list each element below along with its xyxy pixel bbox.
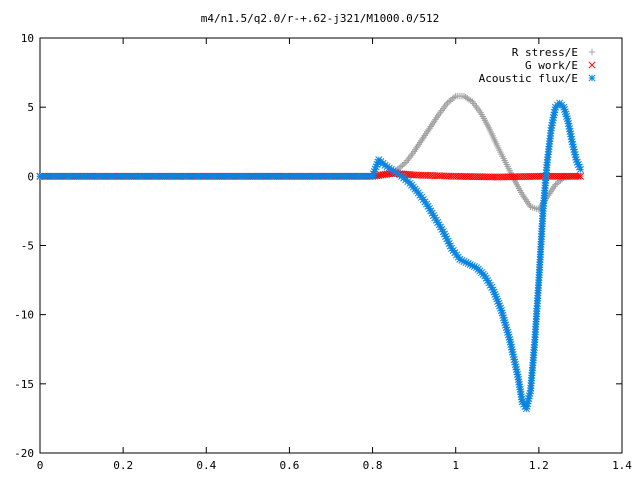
- legend-label: Acoustic flux/E: [479, 72, 578, 85]
- data-point: [449, 95, 456, 103]
- y-tick-label: -10: [14, 309, 34, 322]
- x-tick-label: 0: [37, 459, 44, 472]
- x-tick-label: 0.4: [196, 459, 216, 472]
- y-tick-label: 0: [27, 170, 34, 183]
- x-tick-label: 1.2: [529, 459, 549, 472]
- series-2: [36, 99, 584, 413]
- series-layer: [36, 92, 584, 413]
- legend-marker: [588, 48, 596, 56]
- y-tick-label: 5: [27, 101, 34, 114]
- data-point: [576, 165, 584, 173]
- legend-label: G work/E: [525, 59, 578, 72]
- data-point: [400, 160, 408, 168]
- y-tick-label: 10: [21, 32, 34, 45]
- legend-label: R stress/E: [512, 46, 578, 59]
- plot-frame: [39, 37, 623, 454]
- legend-marker: [588, 61, 596, 69]
- data-point: [576, 172, 584, 180]
- x-tick-label: 1: [452, 459, 459, 472]
- x-tick-label: 1.4: [612, 459, 632, 472]
- data-point: [447, 97, 454, 104]
- data-point: [553, 180, 561, 187]
- data-point: [574, 172, 582, 180]
- data-point: [450, 94, 458, 101]
- data-point: [399, 162, 406, 169]
- y-tick-label: -20: [14, 447, 34, 460]
- data-point: [397, 163, 405, 170]
- legend-marker: [588, 74, 596, 82]
- chart-title: m4/n1.5/q2.0/r-+.62-j321/M1000.0/512: [201, 12, 439, 25]
- data-point: [445, 98, 453, 105]
- axis-ticks: 0 0.2 0.4 0.6 0.8 1 1.2 1.4 10 5 0 -5 -10 -15 -20: [14, 32, 632, 472]
- series-0: [36, 92, 584, 213]
- data-point: [555, 178, 563, 186]
- x-tick-label: 0.8: [363, 459, 383, 472]
- y-tick-label: -15: [14, 378, 34, 391]
- x-tick-label: 0.2: [113, 459, 133, 472]
- y-tick-label: -5: [21, 240, 34, 253]
- x-tick-label: 0.6: [279, 459, 299, 472]
